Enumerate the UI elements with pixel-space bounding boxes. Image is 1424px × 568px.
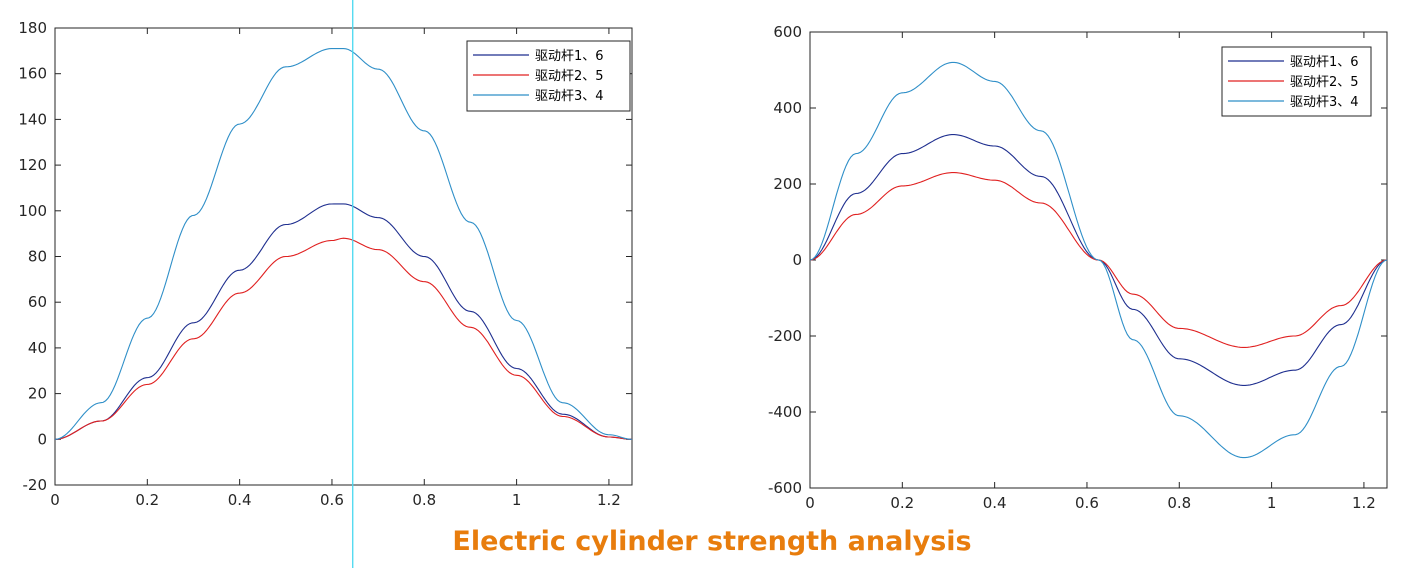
legend-label-3: 驱动杆3、4: [535, 89, 604, 104]
legend-box: [466, 40, 631, 112]
legend: 驱动杆1、6 驱动杆2、5 驱动杆3、4: [466, 40, 631, 112]
y-tick-label: 0: [37, 430, 47, 448]
series-line-3: [809, 61, 1388, 459]
x-tick-label: 0.6: [1075, 494, 1099, 512]
legend-label-2: 驱动杆2、5: [1290, 75, 1359, 90]
x-tick-label: 0: [805, 494, 815, 512]
x-tick-label: 0.6: [320, 491, 344, 509]
legend-label-2: 驱动杆2、5: [535, 69, 604, 84]
x-tick-label: 1.2: [1352, 494, 1376, 512]
legend-label-1: 驱动杆1、6: [535, 49, 604, 64]
y-tick-label: -400: [768, 403, 802, 421]
y-tick-label: 120: [18, 156, 47, 174]
x-tick-label: 0.2: [135, 491, 159, 509]
y-tick-label: 400: [773, 99, 802, 117]
y-tick-label: -20: [23, 476, 48, 494]
x-tick-label: 0.8: [1167, 494, 1191, 512]
y-tick-label: 140: [18, 110, 47, 128]
y-tick-label: 600: [773, 23, 802, 41]
y-tick-label: 60: [28, 293, 47, 311]
y-tick-label: 80: [28, 248, 47, 266]
y-tick-label: -200: [768, 327, 802, 345]
x-tick-label: 0.4: [228, 491, 252, 509]
x-tick-label: 0.4: [983, 494, 1007, 512]
y-tick-label: 200: [773, 175, 802, 193]
series-line-1: [54, 203, 633, 440]
chart-2: 0 0.2 0.4 0.6 0.8 1 1.2 -600 -400 -200 0 200 400 600 驱…: [768, 23, 1388, 512]
x-tick-label: 0.8: [412, 491, 436, 509]
x-tick-label: 0: [50, 491, 60, 509]
legend: 驱动杆1、6 驱动杆2、5 驱动杆3、4: [1221, 46, 1372, 117]
x-tick-label: 1: [512, 491, 522, 509]
x-tick-label: 1: [1267, 494, 1277, 512]
y-tick-label: 40: [28, 339, 47, 357]
y-tick-label: -600: [768, 479, 802, 497]
series-line-2: [54, 237, 633, 440]
legend-label-3: 驱动杆3、4: [1290, 95, 1359, 110]
x-tick-label: 1.2: [597, 491, 621, 509]
legend-label-1: 驱动杆1、6: [1290, 55, 1359, 70]
chart-1: 0 0.2 0.4 0.6 0.8 1 1.2-2002040608010012014016…: [18, 19, 633, 509]
series-line-3: [54, 48, 633, 440]
figure-caption: Electric cylinder strength analysis: [452, 526, 972, 557]
y-tick-label: 20: [28, 385, 47, 403]
y-tick-label: 160: [18, 65, 47, 83]
y-tick-label: 100: [18, 202, 47, 220]
y-tick-label: 0: [792, 251, 802, 269]
y-tick-label: 180: [18, 19, 47, 37]
x-tick-label: 0.2: [890, 494, 914, 512]
